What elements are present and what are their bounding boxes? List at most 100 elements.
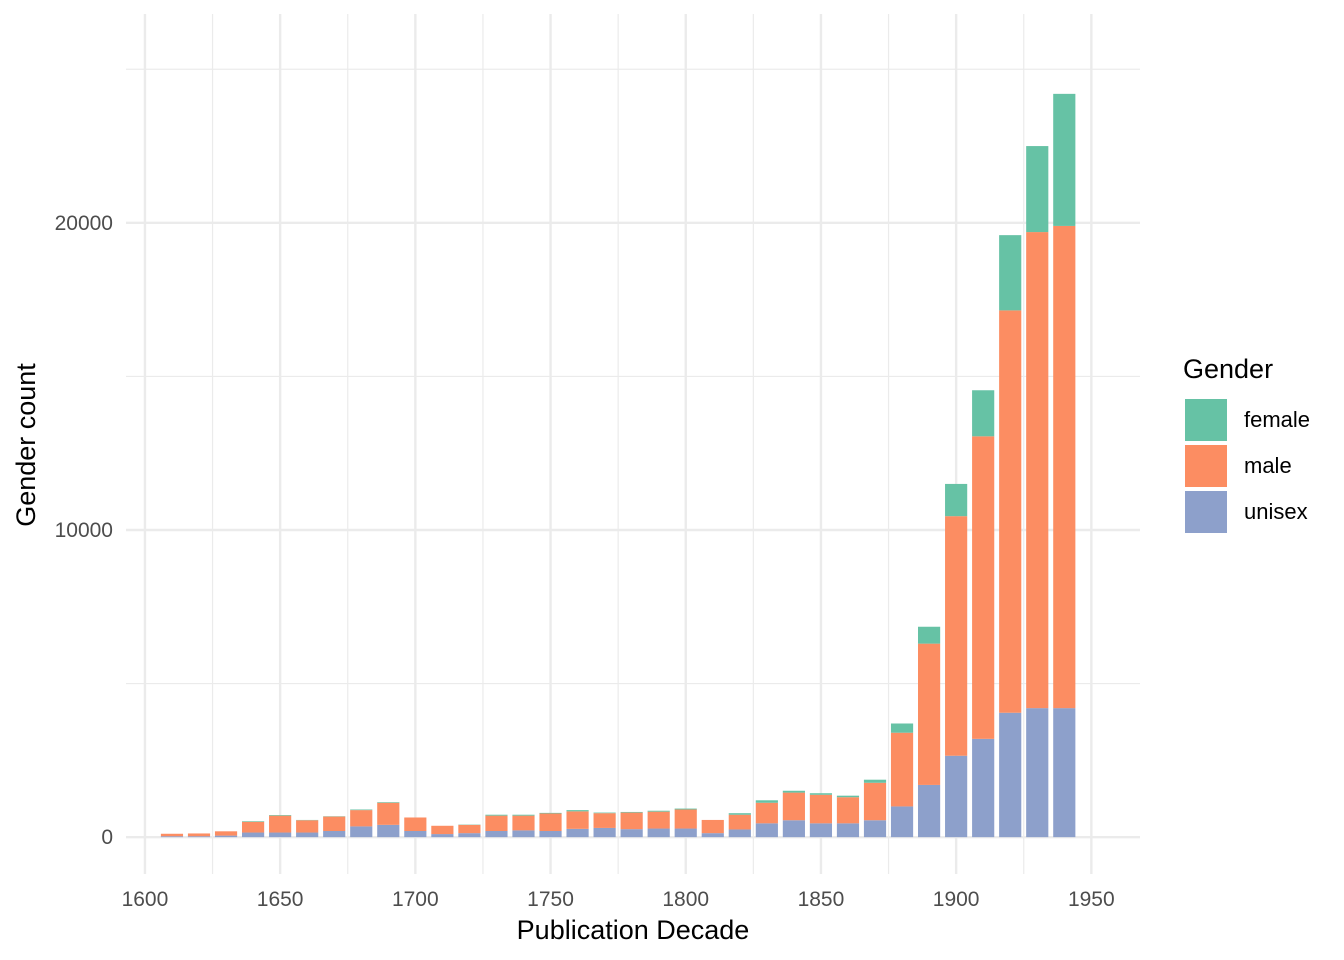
bar-unisex-1940 (1053, 708, 1076, 838)
bar-female-1930 (1026, 146, 1049, 233)
bar-female-1690 (377, 802, 400, 803)
bar-unisex-1710 (431, 834, 454, 838)
y-tick-label: 0 (101, 826, 113, 849)
bar-unisex-1610 (160, 836, 184, 838)
bar-male-1620 (187, 833, 211, 837)
legend: Gender female male unisex (1183, 354, 1310, 533)
x-tick-label: 1600 (122, 888, 169, 911)
legend-label-female: female (1244, 407, 1310, 432)
bar-unisex-1730 (485, 831, 508, 838)
bar-unisex-1830 (755, 823, 778, 838)
bar-unisex-1810 (701, 833, 724, 838)
bar-female-1840 (782, 790, 805, 793)
x-axis-title: Publication Decade (517, 915, 750, 945)
y-tick-label: 20000 (55, 212, 113, 235)
bar-male-1860 (836, 797, 860, 824)
bar-female-1830 (755, 800, 778, 803)
bar-male-1810 (701, 819, 724, 834)
y-tick-label: 10000 (55, 519, 113, 542)
bar-male-1840 (782, 792, 805, 821)
bar-male-1940 (1053, 225, 1076, 709)
bar-unisex-1900 (945, 755, 968, 838)
bar-female-1730 (485, 814, 508, 816)
bar-male-1850 (809, 794, 833, 824)
bar-unisex-1620 (187, 836, 211, 838)
bar-female-1920 (999, 235, 1022, 311)
bar-unisex-1910 (972, 738, 995, 838)
bar-female-1640 (242, 821, 265, 822)
bar-male-1660 (296, 820, 319, 833)
bar-unisex-1720 (458, 833, 481, 838)
x-tick-label: 1700 (392, 888, 439, 911)
bar-male-1730 (485, 815, 508, 831)
bar-unisex-1860 (836, 823, 860, 838)
bar-female-1910 (972, 390, 995, 437)
bar-male-1750 (539, 813, 562, 831)
bar-female-1770 (593, 812, 616, 814)
bar-male-1890 (918, 643, 941, 785)
bar-female-1850 (809, 793, 833, 795)
legend-label-unisex: unisex (1244, 499, 1308, 524)
bar-female-1860 (836, 795, 860, 798)
bar-female-1820 (728, 813, 751, 815)
bar-unisex-1840 (782, 820, 805, 838)
bar-female-1780 (620, 811, 643, 813)
x-tick-label: 1900 (933, 888, 980, 911)
bar-male-1650 (269, 815, 292, 833)
bar-unisex-1870 (863, 820, 887, 838)
legend-key-unisex (1185, 491, 1227, 533)
bar-male-1900 (945, 516, 968, 756)
x-tick-label: 1800 (662, 888, 709, 911)
bars (160, 93, 1076, 838)
bar-male-1770 (593, 813, 616, 828)
x-tick-label: 1950 (1068, 888, 1115, 911)
bar-female-1900 (945, 483, 968, 517)
bar-female-1880 (890, 723, 914, 733)
grid-lines (126, 14, 1140, 874)
bar-unisex-1790 (647, 828, 670, 838)
y-axis-title: Gender count (11, 363, 41, 527)
x-tick-label: 1850 (798, 888, 845, 911)
bar-male-1800 (674, 809, 697, 829)
bar-male-1680 (350, 810, 373, 827)
bar-unisex-1930 (1026, 708, 1049, 838)
bar-unisex-1740 (512, 830, 535, 838)
bar-unisex-1680 (350, 826, 373, 838)
bar-female-1890 (918, 626, 941, 644)
bar-unisex-1920 (999, 712, 1022, 838)
bar-unisex-1800 (674, 828, 697, 838)
bar-male-1910 (972, 436, 995, 739)
bar-male-1700 (404, 817, 427, 831)
legend-label-male: male (1244, 453, 1292, 478)
bar-unisex-1820 (728, 829, 751, 838)
bar-unisex-1760 (566, 828, 589, 838)
bar-male-1870 (863, 782, 887, 821)
bar-unisex-1670 (323, 831, 346, 838)
bar-male-1710 (431, 825, 454, 835)
bar-female-1800 (674, 808, 697, 810)
bar-male-1690 (377, 802, 400, 825)
bar-female-1940 (1053, 93, 1076, 226)
x-tick-label: 1750 (527, 888, 574, 911)
bar-unisex-1880 (890, 806, 914, 838)
bar-unisex-1700 (404, 831, 427, 838)
legend-title: Gender (1183, 354, 1273, 384)
bar-female-1740 (512, 814, 535, 816)
bar-female-1650 (269, 815, 292, 816)
bar-female-1680 (350, 809, 373, 811)
bar-unisex-1690 (377, 824, 400, 838)
bar-unisex-1770 (593, 827, 616, 838)
legend-key-male (1185, 445, 1227, 487)
x-tick-label: 1650 (257, 888, 304, 911)
legend-items: female male unisex (1185, 399, 1310, 533)
bar-female-1790 (647, 810, 670, 812)
bar-female-1870 (863, 779, 887, 783)
bar-male-1830 (755, 802, 778, 824)
legend-key-female (1185, 399, 1227, 441)
bar-male-1670 (323, 816, 346, 831)
bar-unisex-1660 (296, 832, 319, 838)
bar-male-1920 (999, 310, 1022, 713)
bar-male-1790 (647, 811, 670, 829)
bar-unisex-1630 (214, 835, 238, 838)
